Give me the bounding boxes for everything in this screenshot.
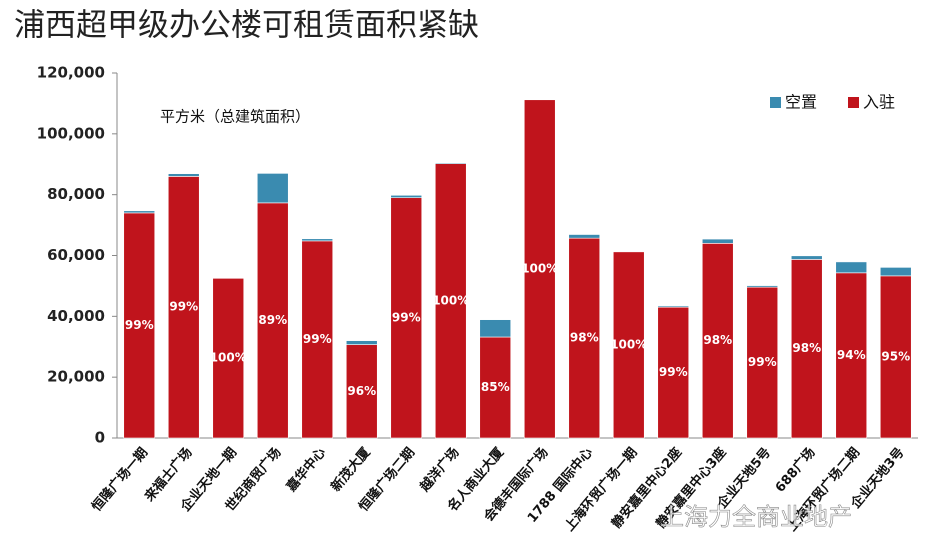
bar-segment: [479, 319, 512, 338]
occupancy-label: 94%: [837, 348, 866, 362]
bar-segment: [612, 251, 645, 439]
occupancy-label: 99%: [748, 355, 777, 369]
bar-segment: [345, 340, 378, 345]
bar-segment: [301, 240, 334, 439]
x-tick-label: 恒隆广场一期: [89, 445, 151, 515]
bar-segment: [434, 162, 467, 164]
y-tick-label: 40,000: [47, 307, 105, 325]
y-tick-label: 80,000: [47, 185, 105, 203]
y-axis-label: 平方米（总建筑面积）: [160, 108, 310, 126]
legend-swatch: [770, 97, 781, 108]
bar-segment: [523, 99, 556, 439]
y-tick-label: 100,000: [37, 124, 105, 142]
bar-segment: [212, 278, 245, 439]
occupancy-label: 85%: [481, 380, 510, 394]
occupancy-label: 99%: [125, 318, 154, 332]
bar-segment: [434, 163, 467, 439]
bar-segment: [256, 202, 289, 439]
bar-segment: [568, 237, 601, 439]
bar-segment: [123, 210, 156, 214]
y-tick-label: 0: [95, 429, 105, 447]
occupancy-label: 100%: [210, 351, 247, 365]
bar-segment: [790, 255, 823, 260]
legend-swatch: [848, 97, 859, 108]
bar-segment: [657, 305, 690, 308]
bar-segment: [568, 234, 601, 239]
chart-title: 浦西超甲级办公楼可租赁面积紧缺: [14, 8, 479, 44]
legend-label: 空置: [785, 93, 817, 112]
bar-segment: [746, 285, 779, 288]
bar-segment: [390, 194, 423, 199]
occupancy-label: 100%: [432, 293, 469, 307]
watermark: 上海力全商业地产: [660, 503, 852, 531]
bar-segment: [879, 267, 912, 277]
legend-label: 入驻: [863, 93, 895, 112]
bar-segment: [701, 238, 734, 244]
occupancy-label: 99%: [659, 365, 688, 379]
bar-segment: [835, 261, 868, 274]
bar-segment: [746, 286, 779, 439]
bar-segment: [301, 238, 334, 242]
occupancy-label: 98%: [570, 331, 599, 345]
x-tick-label: 越洋广场: [416, 445, 462, 496]
bar-segment: [390, 197, 423, 439]
bar-segment: [701, 243, 734, 439]
bar-segment: [479, 336, 512, 439]
bar-segment: [345, 344, 378, 439]
occupancy-label: 98%: [703, 333, 732, 347]
x-tick-label: 新茂大厦: [328, 444, 374, 495]
x-tick-label: 嘉华中心: [283, 445, 329, 496]
occupancy-label: 99%: [303, 332, 332, 346]
occupancy-label: 99%: [169, 300, 198, 314]
occupancy-label: 96%: [347, 384, 376, 398]
bar-segment: [835, 272, 868, 439]
occupancy-label: 100%: [521, 261, 558, 275]
occupancy-label: 99%: [392, 310, 421, 324]
y-tick-label: 60,000: [47, 246, 105, 264]
bar-segment: [123, 212, 156, 439]
bar-segment: [657, 306, 690, 439]
y-tick-label: 20,000: [47, 368, 105, 386]
occupancy-label: 95%: [881, 349, 910, 363]
bar-segment: [256, 173, 289, 204]
y-tick-label: 120,000: [37, 64, 105, 82]
occupancy-label: 98%: [792, 341, 821, 355]
occupancy-label: 100%: [610, 337, 647, 351]
bar-segment: [167, 173, 200, 177]
x-tick-label: 688广场: [772, 445, 818, 496]
occupancy-label: 89%: [258, 313, 287, 327]
bar-segment: [790, 259, 823, 439]
bar-segment: [167, 176, 200, 439]
